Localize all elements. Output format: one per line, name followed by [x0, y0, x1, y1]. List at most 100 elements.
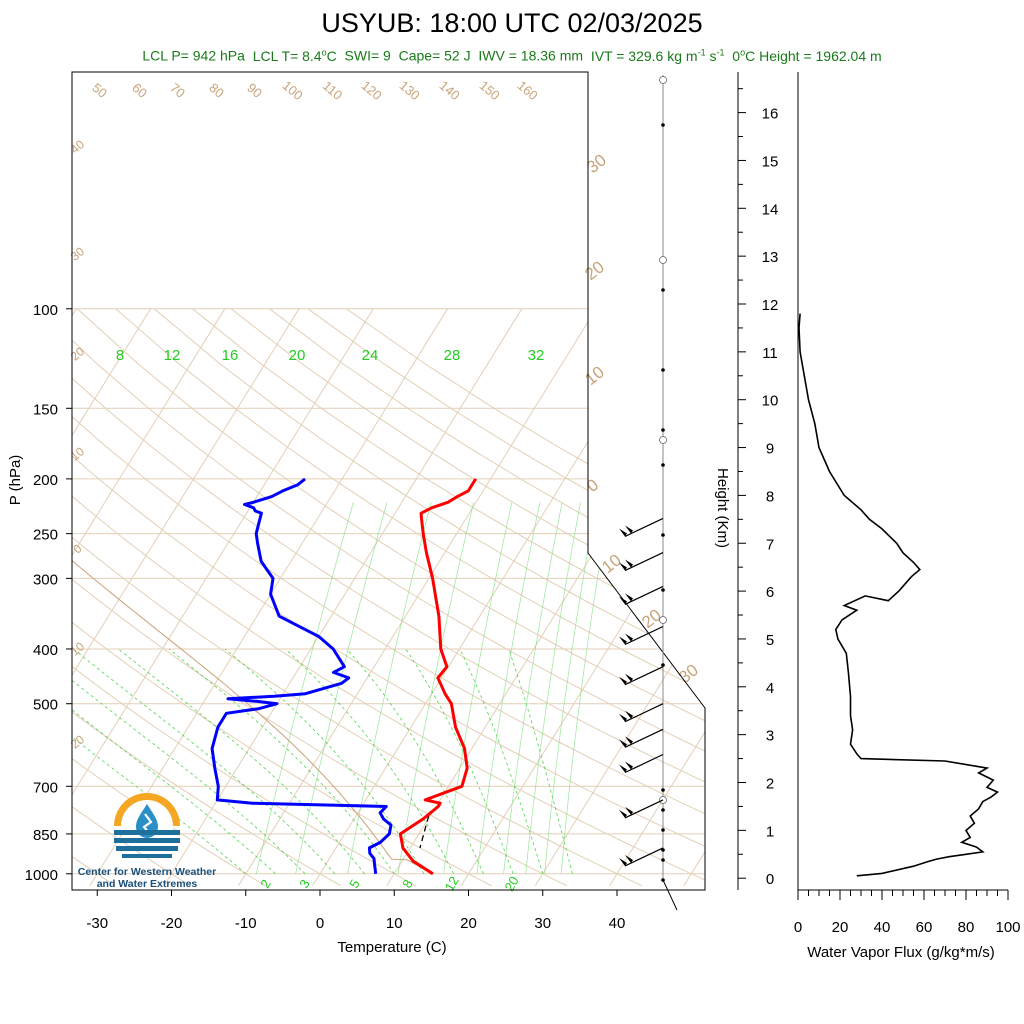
- x-tick-label: 10: [386, 915, 403, 932]
- skew-t-profiles: [210, 477, 477, 876]
- mixing-ratio-label: 20: [289, 347, 306, 364]
- height-tick-label: 0: [766, 871, 774, 888]
- dry-adiabat-label: 140: [437, 78, 463, 103]
- wind-barb-flag: [625, 525, 633, 534]
- chart-title: USYUB: 18:00 UTC 02/03/2025: [321, 8, 703, 38]
- height-tick-label: 13: [762, 249, 779, 266]
- isotherm-line: [72, 308, 151, 887]
- barb-level-circle: [659, 76, 667, 84]
- moist-adiabat-line: [72, 648, 247, 875]
- isotherm-line: [72, 308, 374, 887]
- x-axis-label: Temperature (C): [337, 939, 446, 956]
- dry-adiabat-line: [72, 308, 191, 887]
- mixing-ratio-label: 8: [116, 347, 124, 364]
- mixing-ratio-line: [347, 502, 432, 874]
- moist-adiabat-line: [72, 648, 306, 875]
- freezing-height: 0oC Height = 1962.04 m: [732, 47, 882, 64]
- x-tick-label: -30: [86, 915, 108, 932]
- flux-x-tick-label: 100: [995, 919, 1020, 936]
- x-tick-label: 20: [460, 915, 477, 932]
- mixing-ratio-label: 2: [257, 877, 274, 891]
- barb-level-dot: [661, 848, 665, 852]
- cw3e-logo-text: Center for Western Weather and Water Ext…: [77, 866, 217, 890]
- isotherm-line: [72, 308, 77, 887]
- mixing-ratio-line: [503, 502, 563, 874]
- mixing-ratio-label: 3: [296, 877, 313, 891]
- parcel-path: [72, 512, 434, 875]
- wind-barb-staff: [624, 799, 664, 819]
- iwv-value: IWV = 18.36 mm: [478, 47, 584, 64]
- isotherm-line: [72, 308, 226, 887]
- x-tick-label: -20: [161, 915, 183, 932]
- wind-barbs: [619, 75, 678, 911]
- wind-barb-staff: [624, 551, 664, 572]
- dry-adiabat-line: [72, 308, 342, 887]
- height-tick-label: 9: [766, 441, 774, 458]
- isotherm-label: 30: [68, 244, 87, 264]
- y-tick-label: 500: [33, 697, 58, 714]
- dry-adiabat-label: 80: [206, 80, 227, 101]
- dry-adiabat-line: [72, 308, 643, 887]
- moist-adiabat-line: [224, 648, 425, 874]
- dry-adiabat-label: 50: [89, 80, 110, 101]
- wind-barb-flag: [625, 761, 633, 770]
- dry-adiabat-line: [115, 308, 705, 887]
- y-tick-label: 700: [33, 779, 58, 796]
- height-tick-label: 8: [766, 488, 774, 505]
- barb-level-dot: [661, 858, 665, 862]
- isotherm-line: [683, 308, 705, 887]
- dry-adiabat-line: [230, 308, 705, 887]
- dry-adiabat-line: [192, 308, 705, 887]
- flux-x-tick-label: 40: [874, 919, 891, 936]
- dewpoint-profile: [210, 477, 393, 874]
- moist-adiabat-line: [346, 648, 484, 874]
- height-tick-label: 7: [766, 536, 774, 553]
- mixing-ratio-label: 12: [441, 874, 461, 894]
- y-tick-label: 250: [33, 527, 58, 544]
- x-tick-label: -10: [235, 915, 257, 932]
- lcl-temperature: LCL T= 8.4oC: [252, 47, 337, 64]
- barb-level-dot: [661, 663, 665, 667]
- isotherm-label: 10: [68, 444, 87, 464]
- height-tick-label: 16: [762, 106, 779, 123]
- flux-x-axis-label: Water Vapor Flux (g/kg*m/s): [807, 944, 995, 961]
- mixing-ratio-line: [560, 502, 611, 874]
- barb-level-dot: [661, 368, 665, 372]
- moist-adiabat-line: [285, 648, 454, 874]
- mixing-ratio-line: [443, 502, 513, 874]
- x-tick-label: 40: [609, 915, 626, 932]
- dry-adiabat-line: [269, 308, 705, 887]
- height-tick-label: 12: [762, 297, 779, 314]
- wind-barb-flag: [625, 633, 633, 642]
- wind-barb-staff: [624, 847, 664, 867]
- isotherm-label: 30: [583, 150, 610, 177]
- wind-barb-flag: [619, 739, 627, 748]
- cw3e-logo: [68, 782, 226, 892]
- plot-frame: [71, 71, 706, 891]
- mixing-ratio-label: 5: [346, 877, 363, 891]
- isotherm-line: [0, 309, 2, 886]
- dry-adiabat-line: [76, 308, 705, 887]
- mixing-ratio-line: [476, 502, 541, 874]
- y-tick-label: 400: [33, 642, 58, 659]
- wind-barb-flag: [619, 857, 627, 866]
- flux-x-tick-label: 80: [958, 919, 975, 936]
- dry-adiabat-line: [72, 308, 705, 887]
- x-tick-label: 0: [316, 915, 324, 932]
- swi-value: SWI= 9: [344, 47, 391, 64]
- isotherm-label: 0: [583, 475, 602, 496]
- y-tick-label: 300: [33, 571, 58, 588]
- wind-barb-flag: [619, 809, 627, 818]
- cape-value: Cape= 52 J: [398, 47, 471, 64]
- dry-adiabat-label: 110: [320, 78, 346, 103]
- barb-level-dot: [661, 808, 665, 812]
- height-tick-label: 14: [762, 201, 779, 218]
- temperature-profile: [398, 478, 477, 876]
- isotherm-line: [386, 308, 705, 887]
- wind-barb-flag: [619, 528, 627, 537]
- mixing-ratio-label: 24: [362, 347, 379, 364]
- height-tick-label: 6: [766, 584, 774, 601]
- dry-adiabat-line: [72, 308, 492, 887]
- y-tick-label: 1000: [25, 867, 58, 884]
- wind-barb-flag: [619, 676, 627, 685]
